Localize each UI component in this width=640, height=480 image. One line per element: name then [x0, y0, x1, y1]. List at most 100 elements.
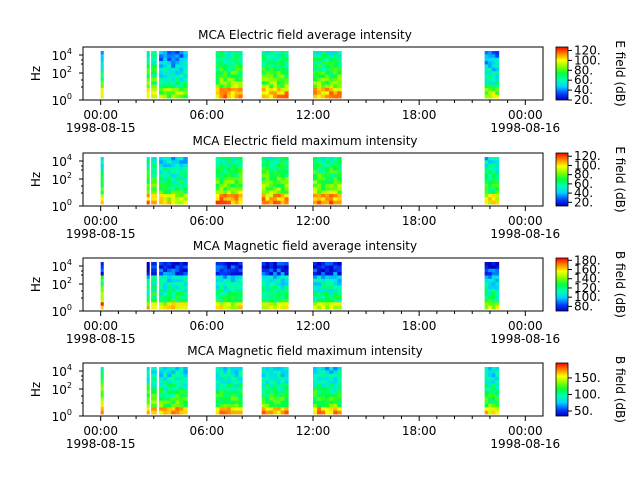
- spectrogram-cell: [269, 67, 274, 72]
- spectrogram-cell: [163, 285, 168, 290]
- spectrogram-cell: [223, 180, 228, 185]
- spectrogram-cell: [333, 167, 338, 171]
- spectrogram-cell: [317, 370, 322, 375]
- spectrogram-cell: [329, 54, 334, 59]
- spectrogram-cell: [215, 200, 220, 205]
- spectrogram-cell: [183, 383, 188, 388]
- spectrogram-cell: [238, 183, 243, 188]
- spectrogram-cell: [159, 163, 164, 168]
- spectrogram-cell: [269, 302, 274, 307]
- spectrogram-cell: [234, 367, 239, 371]
- spectrogram-cell: [223, 193, 228, 198]
- spectrogram-cell: [333, 94, 338, 99]
- spectrogram-cell: [179, 403, 184, 408]
- spectrogram-cell: [265, 187, 270, 191]
- spectrogram-cell: [100, 84, 104, 89]
- spectrogram-cell: [284, 173, 289, 178]
- spectrogram-cell: [261, 77, 266, 82]
- spectrogram-cell: [167, 282, 172, 286]
- spectrogram-cell: [491, 200, 496, 205]
- spectrogram-cell: [234, 200, 239, 205]
- spectrogram-burst: [215, 367, 243, 415]
- spectrogram-cell: [230, 193, 236, 198]
- spectrogram-cell: [321, 167, 326, 171]
- spectrogram-cell: [100, 265, 104, 270]
- spectrogram-cell: [265, 370, 270, 375]
- spectrogram-cell: [179, 268, 184, 273]
- spectrogram-cell: [488, 292, 493, 296]
- spectrogram-cell: [175, 193, 180, 198]
- spectrogram-cell: [280, 377, 285, 381]
- spectrogram-cell: [183, 407, 188, 412]
- spectrogram-cell: [146, 265, 150, 270]
- spectrogram-cell: [337, 387, 342, 391]
- spectrogram-cell: [261, 167, 266, 171]
- spectrogram-cell: [317, 262, 322, 266]
- spectrogram-cell: [495, 81, 500, 85]
- spectrogram-cell: [265, 190, 270, 195]
- spectrogram-cell: [215, 403, 220, 408]
- spectrogram-cell: [100, 305, 104, 310]
- spectrogram-cell: [215, 285, 220, 290]
- spectrogram-cell: [100, 187, 104, 191]
- spectrogram-cell: [234, 387, 239, 391]
- x-tick-label: 12:00: [296, 424, 331, 438]
- spectrogram-cell: [488, 157, 493, 161]
- spectrogram-cell: [100, 74, 104, 79]
- spectrogram-cell: [313, 262, 318, 266]
- spectrogram-cell: [313, 177, 318, 181]
- spectrogram-cell: [321, 393, 326, 398]
- spectrogram-cell: [151, 383, 157, 388]
- spectrogram-cell: [276, 367, 282, 371]
- spectrogram-cell: [234, 94, 239, 99]
- spectrogram-cell: [183, 387, 188, 391]
- spectrogram-cell: [223, 61, 228, 65]
- spectrogram-cell: [333, 380, 338, 385]
- spectrogram-cell: [484, 377, 489, 381]
- spectrogram-cell: [313, 302, 318, 307]
- spectrogram-cell: [280, 57, 285, 62]
- x-tick-label: 00:00: [508, 319, 543, 333]
- spectrogram-cell: [317, 183, 322, 188]
- spectrogram-cell: [273, 187, 278, 191]
- spectrogram-cell: [234, 298, 239, 303]
- spectrogram-cell: [219, 295, 224, 300]
- spectrogram-cell: [329, 193, 334, 198]
- spectrogram-cell: [175, 170, 180, 175]
- spectrogram-cell: [146, 71, 150, 75]
- spectrogram-cell: [163, 170, 168, 175]
- spectrogram-cell: [329, 180, 334, 185]
- spectrogram-cell: [163, 305, 168, 310]
- spectrogram-cell: [261, 57, 266, 62]
- spectrogram-cell: [329, 64, 334, 69]
- spectrogram-cell: [269, 390, 274, 395]
- spectrogram-cell: [325, 298, 330, 303]
- spectrogram-cell: [491, 160, 496, 165]
- spectrogram-cell: [313, 170, 318, 175]
- spectrogram-cell: [234, 61, 239, 65]
- spectrogram-cell: [167, 61, 172, 65]
- spectrogram-cell: [100, 403, 104, 408]
- spectrogram-cell: [325, 292, 330, 296]
- spectrogram-cell: [219, 390, 224, 395]
- spectrogram-cell: [284, 81, 289, 85]
- spectrogram-cell: [163, 370, 168, 375]
- spectrogram-cell: [317, 91, 322, 96]
- spectrogram-cell: [234, 377, 239, 381]
- spectrogram-cell: [151, 410, 157, 415]
- spectrogram-cell: [276, 84, 282, 89]
- spectrogram-cell: [321, 387, 326, 391]
- spectrogram-cell: [215, 268, 220, 273]
- spectrogram-cell: [183, 84, 188, 89]
- spectrogram-cell: [167, 403, 172, 408]
- spectrogram-cell: [265, 383, 270, 388]
- spectrogram-cell: [179, 373, 184, 378]
- spectrogram-cell: [484, 285, 489, 290]
- spectrogram-cell: [175, 64, 180, 69]
- spectrogram-cell: [175, 91, 180, 96]
- spectrogram-cell: [284, 268, 289, 273]
- spectrogram-cell: [175, 84, 180, 89]
- spectrogram-cell: [337, 163, 342, 168]
- spectrogram-cell: [491, 51, 496, 55]
- spectrogram-cell: [484, 71, 489, 75]
